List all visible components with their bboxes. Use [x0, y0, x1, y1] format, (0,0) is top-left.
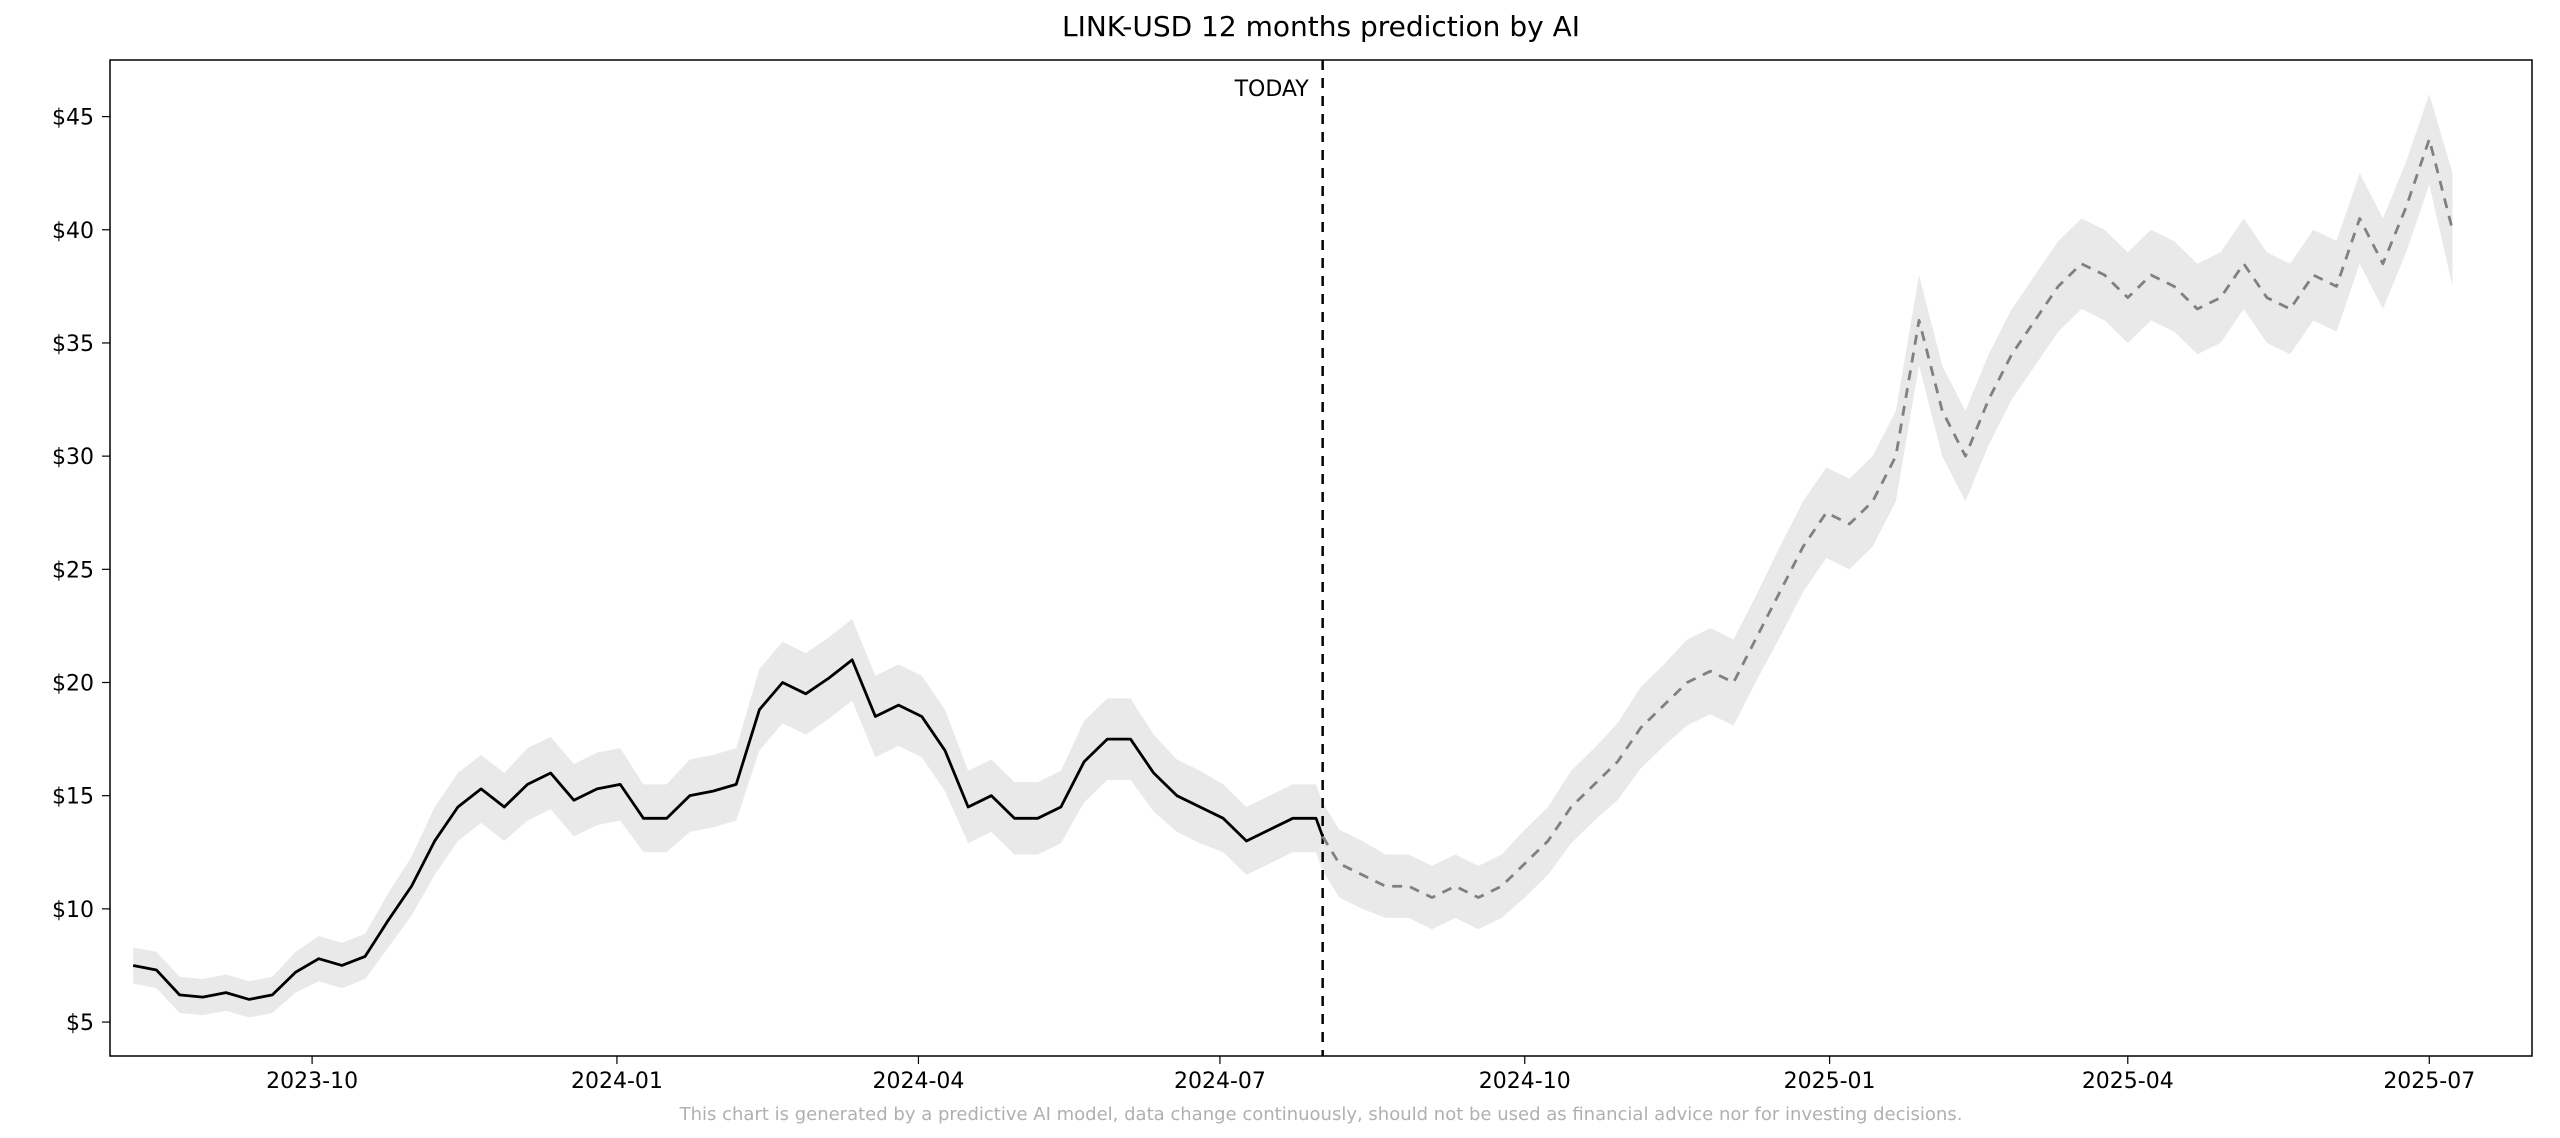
x-tick-label: 2023-10: [266, 1069, 358, 1094]
y-tick-label: $40: [52, 219, 94, 244]
price-prediction-chart: $5 $10 $15 $20 $25 $30 $35 $40 $45 2023-10 2024-01…: [0, 0, 2560, 1138]
y-tick-label: $45: [52, 106, 94, 131]
chart-svg: $5 $10 $15 $20 $25 $30 $35 $40 $45 2023-10 2024-01…: [0, 0, 2560, 1138]
chart-bg: [0, 0, 2560, 1138]
y-tick-label: $10: [52, 898, 94, 923]
x-tick-label: 2024-10: [1479, 1069, 1571, 1094]
x-tick-label: 2024-01: [571, 1069, 663, 1094]
x-tick-label: 2024-07: [1174, 1069, 1266, 1094]
y-tick-label: $30: [52, 445, 94, 470]
x-tick-label: 2025-07: [2383, 1069, 2475, 1094]
chart-footnote: This chart is generated by a predictive …: [679, 1104, 1963, 1125]
chart-title: LINK-USD 12 months prediction by AI: [1062, 10, 1580, 43]
today-label: TODAY: [1234, 77, 1310, 102]
y-tick-label: $25: [52, 558, 94, 583]
y-tick-label: $20: [52, 672, 94, 697]
y-tick-label: $15: [52, 785, 94, 810]
x-tick-label: 2024-04: [872, 1069, 964, 1094]
x-tick-label: 2025-04: [2082, 1069, 2174, 1094]
y-tick-label: $35: [52, 332, 94, 357]
y-tick-label: $5: [66, 1011, 94, 1036]
x-tick-label: 2025-01: [1784, 1069, 1876, 1094]
